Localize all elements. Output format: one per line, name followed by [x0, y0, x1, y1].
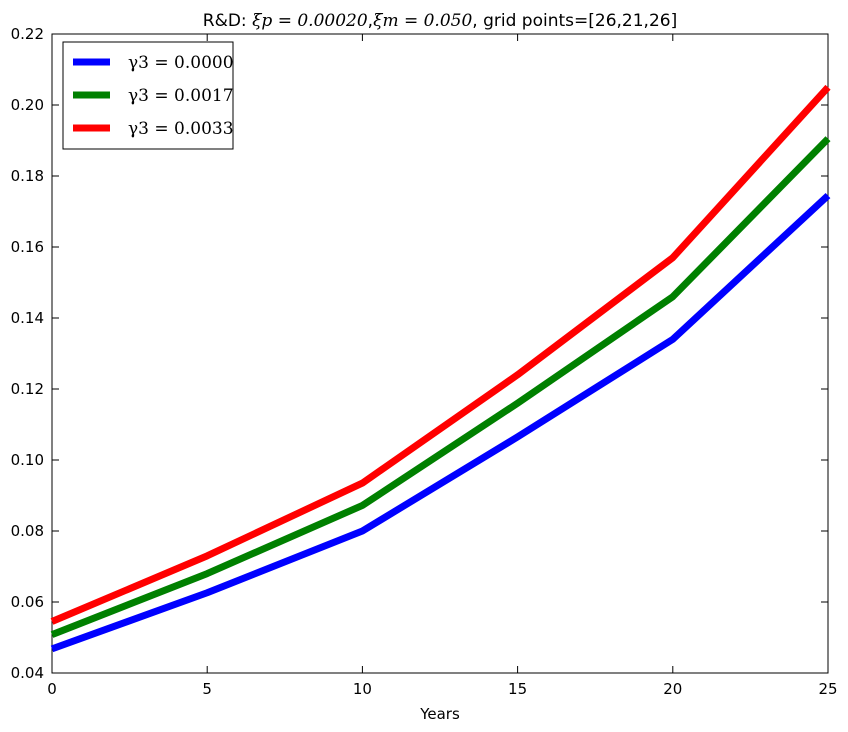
x-axis-title: Years — [419, 705, 460, 723]
y-tick-label: 0.20 — [11, 96, 44, 114]
y-tick-label: 0.14 — [11, 309, 44, 327]
y-tick-label: 0.22 — [11, 25, 44, 43]
x-tick-label: 10 — [353, 680, 372, 698]
title-xi-m: ξm = 0.050 — [373, 11, 472, 31]
legend-items: γ3 = 0.0000 γ3 = 0.0017 γ3 = 0.0033 — [73, 53, 234, 139]
x-tick-label: 20 — [663, 680, 682, 698]
x-tick-label: 0 — [47, 680, 57, 698]
series-layer — [50, 84, 831, 653]
y-tick-label: 0.18 — [11, 167, 44, 185]
legend-label-0: γ3 = 0.0000 — [128, 53, 234, 73]
plot-area — [51, 33, 829, 674]
y-tick-label: 0.06 — [11, 593, 44, 611]
title-xi-p: ξp = 0.00020 — [252, 11, 368, 31]
title-suffix: , grid points=[26,21,26] — [472, 11, 677, 31]
legend: γ3 = 0.0000 γ3 = 0.0017 γ3 = 0.0033 — [62, 41, 234, 150]
legend-label-2: γ3 = 0.0033 — [128, 119, 234, 139]
x-tick-label: 5 — [202, 680, 212, 698]
y-tick-label: 0.08 — [11, 522, 44, 540]
y-tick-label: 0.04 — [11, 664, 44, 682]
x-tick-label: 25 — [818, 680, 837, 698]
y-tick-label: 0.16 — [11, 238, 44, 256]
legend-label-1: γ3 = 0.0017 — [128, 86, 234, 106]
ticks-layer: 0 5 10 15 20 25 0.04 0.06 0.08 0.10 0.12 0.14 0.16 0.… — [11, 25, 838, 698]
y-tick-label: 0.10 — [11, 451, 44, 469]
series-line-1 — [50, 136, 831, 638]
plot-frame — [51, 33, 829, 674]
title-separator: , — [368, 11, 373, 31]
x-tick-label: 15 — [508, 680, 527, 698]
chart-title: R&D: ξp = 0.00020,ξm = 0.050, grid point… — [203, 11, 677, 31]
y-tick-label: 0.12 — [11, 380, 44, 398]
title-prefix: R&D: — [203, 11, 252, 31]
series-line-0 — [50, 192, 831, 653]
series-line-2 — [50, 84, 831, 625]
